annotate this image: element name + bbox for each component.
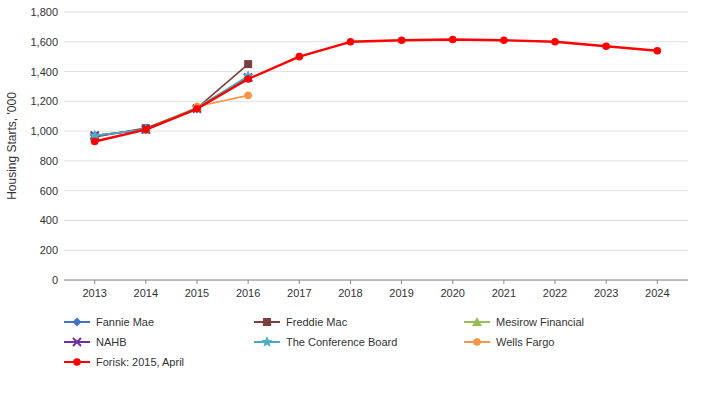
data-point [142, 126, 150, 134]
series [90, 73, 252, 140]
data-point [551, 38, 559, 46]
legend-swatch-marker [73, 338, 81, 346]
series-line [95, 64, 248, 137]
legend-item: Forisk: 2015, April [64, 356, 184, 368]
x-tick-label: 2023 [594, 287, 618, 299]
x-tick [503, 280, 504, 284]
legend-swatch-marker [473, 338, 481, 346]
y-tick-label: 1,800 [30, 6, 58, 18]
data-point [347, 38, 355, 46]
legend-item: Fannie Mae [64, 316, 154, 328]
x-tick-label: 2022 [543, 287, 567, 299]
y-tick-label: 1,200 [30, 95, 58, 107]
grid-line [64, 131, 688, 132]
legend-label: Wells Fargo [496, 336, 554, 348]
y-tick-label: 400 [40, 214, 58, 226]
y-tick-label: 800 [40, 155, 58, 167]
x-tick-label: 2014 [134, 287, 158, 299]
series-line [95, 78, 248, 136]
legend: Fannie Mae Freddie Mac Mesirow Financial NA… [64, 316, 584, 368]
x-tick [94, 280, 95, 284]
series-line [95, 78, 248, 136]
x-tick-label: 2015 [185, 287, 209, 299]
x-tick [452, 280, 453, 284]
x-tick [350, 280, 351, 284]
legend-label: Fannie Mae [96, 316, 154, 328]
y-tick-label: 0 [52, 274, 58, 286]
series [91, 60, 252, 141]
legend-item: Wells Fargo [464, 336, 554, 348]
grid-line [64, 220, 688, 221]
data-point [654, 47, 662, 55]
x-tick-label: 2024 [645, 287, 669, 299]
legend-label: Forisk: 2015, April [96, 356, 184, 368]
y-axis-label: Housing Starts, '000 [5, 92, 19, 200]
grid-line [64, 190, 688, 191]
x-tick-label: 2016 [236, 287, 260, 299]
grid-line [64, 12, 688, 13]
grid-line [64, 280, 688, 281]
legend-item: Mesirow Financial [464, 316, 584, 328]
x-tick-label: 2018 [338, 287, 362, 299]
series-line [95, 76, 248, 136]
plot-area [89, 36, 661, 146]
legend-label: Freddie Mac [286, 316, 348, 328]
legend-item: The Conference Board [254, 336, 397, 348]
series [90, 73, 253, 140]
legend-swatch-marker [472, 317, 482, 326]
data-point [295, 53, 303, 61]
y-tick-label: 1,400 [30, 66, 58, 78]
legend-label: The Conference Board [286, 336, 397, 348]
y-tick-label: 1,600 [30, 36, 58, 48]
y-tick-label: 600 [40, 185, 58, 197]
y-tick-label: 200 [40, 244, 58, 256]
data-point [193, 105, 201, 113]
series [91, 74, 252, 140]
data-point [244, 75, 252, 83]
legend-swatch-marker [263, 318, 271, 326]
x-tick-label: 2019 [389, 287, 413, 299]
y-tick-label: 1,000 [30, 125, 58, 137]
legend-label: Mesirow Financial [496, 316, 584, 328]
data-point [500, 36, 508, 44]
data-point [398, 36, 406, 44]
series-line [95, 40, 658, 142]
series-line [95, 78, 248, 136]
x-axis-line [64, 280, 688, 281]
data-point [244, 60, 252, 68]
data-point [244, 92, 252, 100]
x-tick [196, 280, 197, 284]
grid-line [64, 101, 688, 102]
x-tick-label: 2021 [492, 287, 516, 299]
series [89, 70, 254, 140]
legend-label: NAHB [96, 336, 127, 348]
data-point [602, 42, 610, 50]
chart: 0 200 400 600 800 1,000 1,200 1,400 1,600 1,800 20… [0, 0, 702, 394]
data-point [449, 36, 457, 44]
x-tick [555, 280, 556, 284]
x-tick [248, 280, 249, 284]
grid [64, 12, 688, 280]
grid-line [64, 160, 688, 161]
x-tick [145, 280, 146, 284]
legend-item: NAHB [64, 336, 127, 348]
x-tick-label: 2013 [82, 287, 106, 299]
x-tick [401, 280, 402, 284]
grid-line [64, 71, 688, 72]
data-point [141, 125, 150, 134]
x-tick [657, 280, 658, 284]
legend-swatch-marker [73, 358, 81, 366]
legend-item: Freddie Mac [254, 316, 348, 328]
legend-swatch-marker [73, 318, 82, 327]
x-tick [606, 280, 607, 284]
x-tick [299, 280, 300, 284]
grid-line [64, 250, 688, 251]
data-point [141, 125, 151, 134]
data-point [91, 138, 99, 146]
x-tick-label: 2017 [287, 287, 311, 299]
x-tick-label: 2020 [440, 287, 464, 299]
legend-swatch-marker [261, 336, 272, 347]
series [91, 36, 661, 146]
